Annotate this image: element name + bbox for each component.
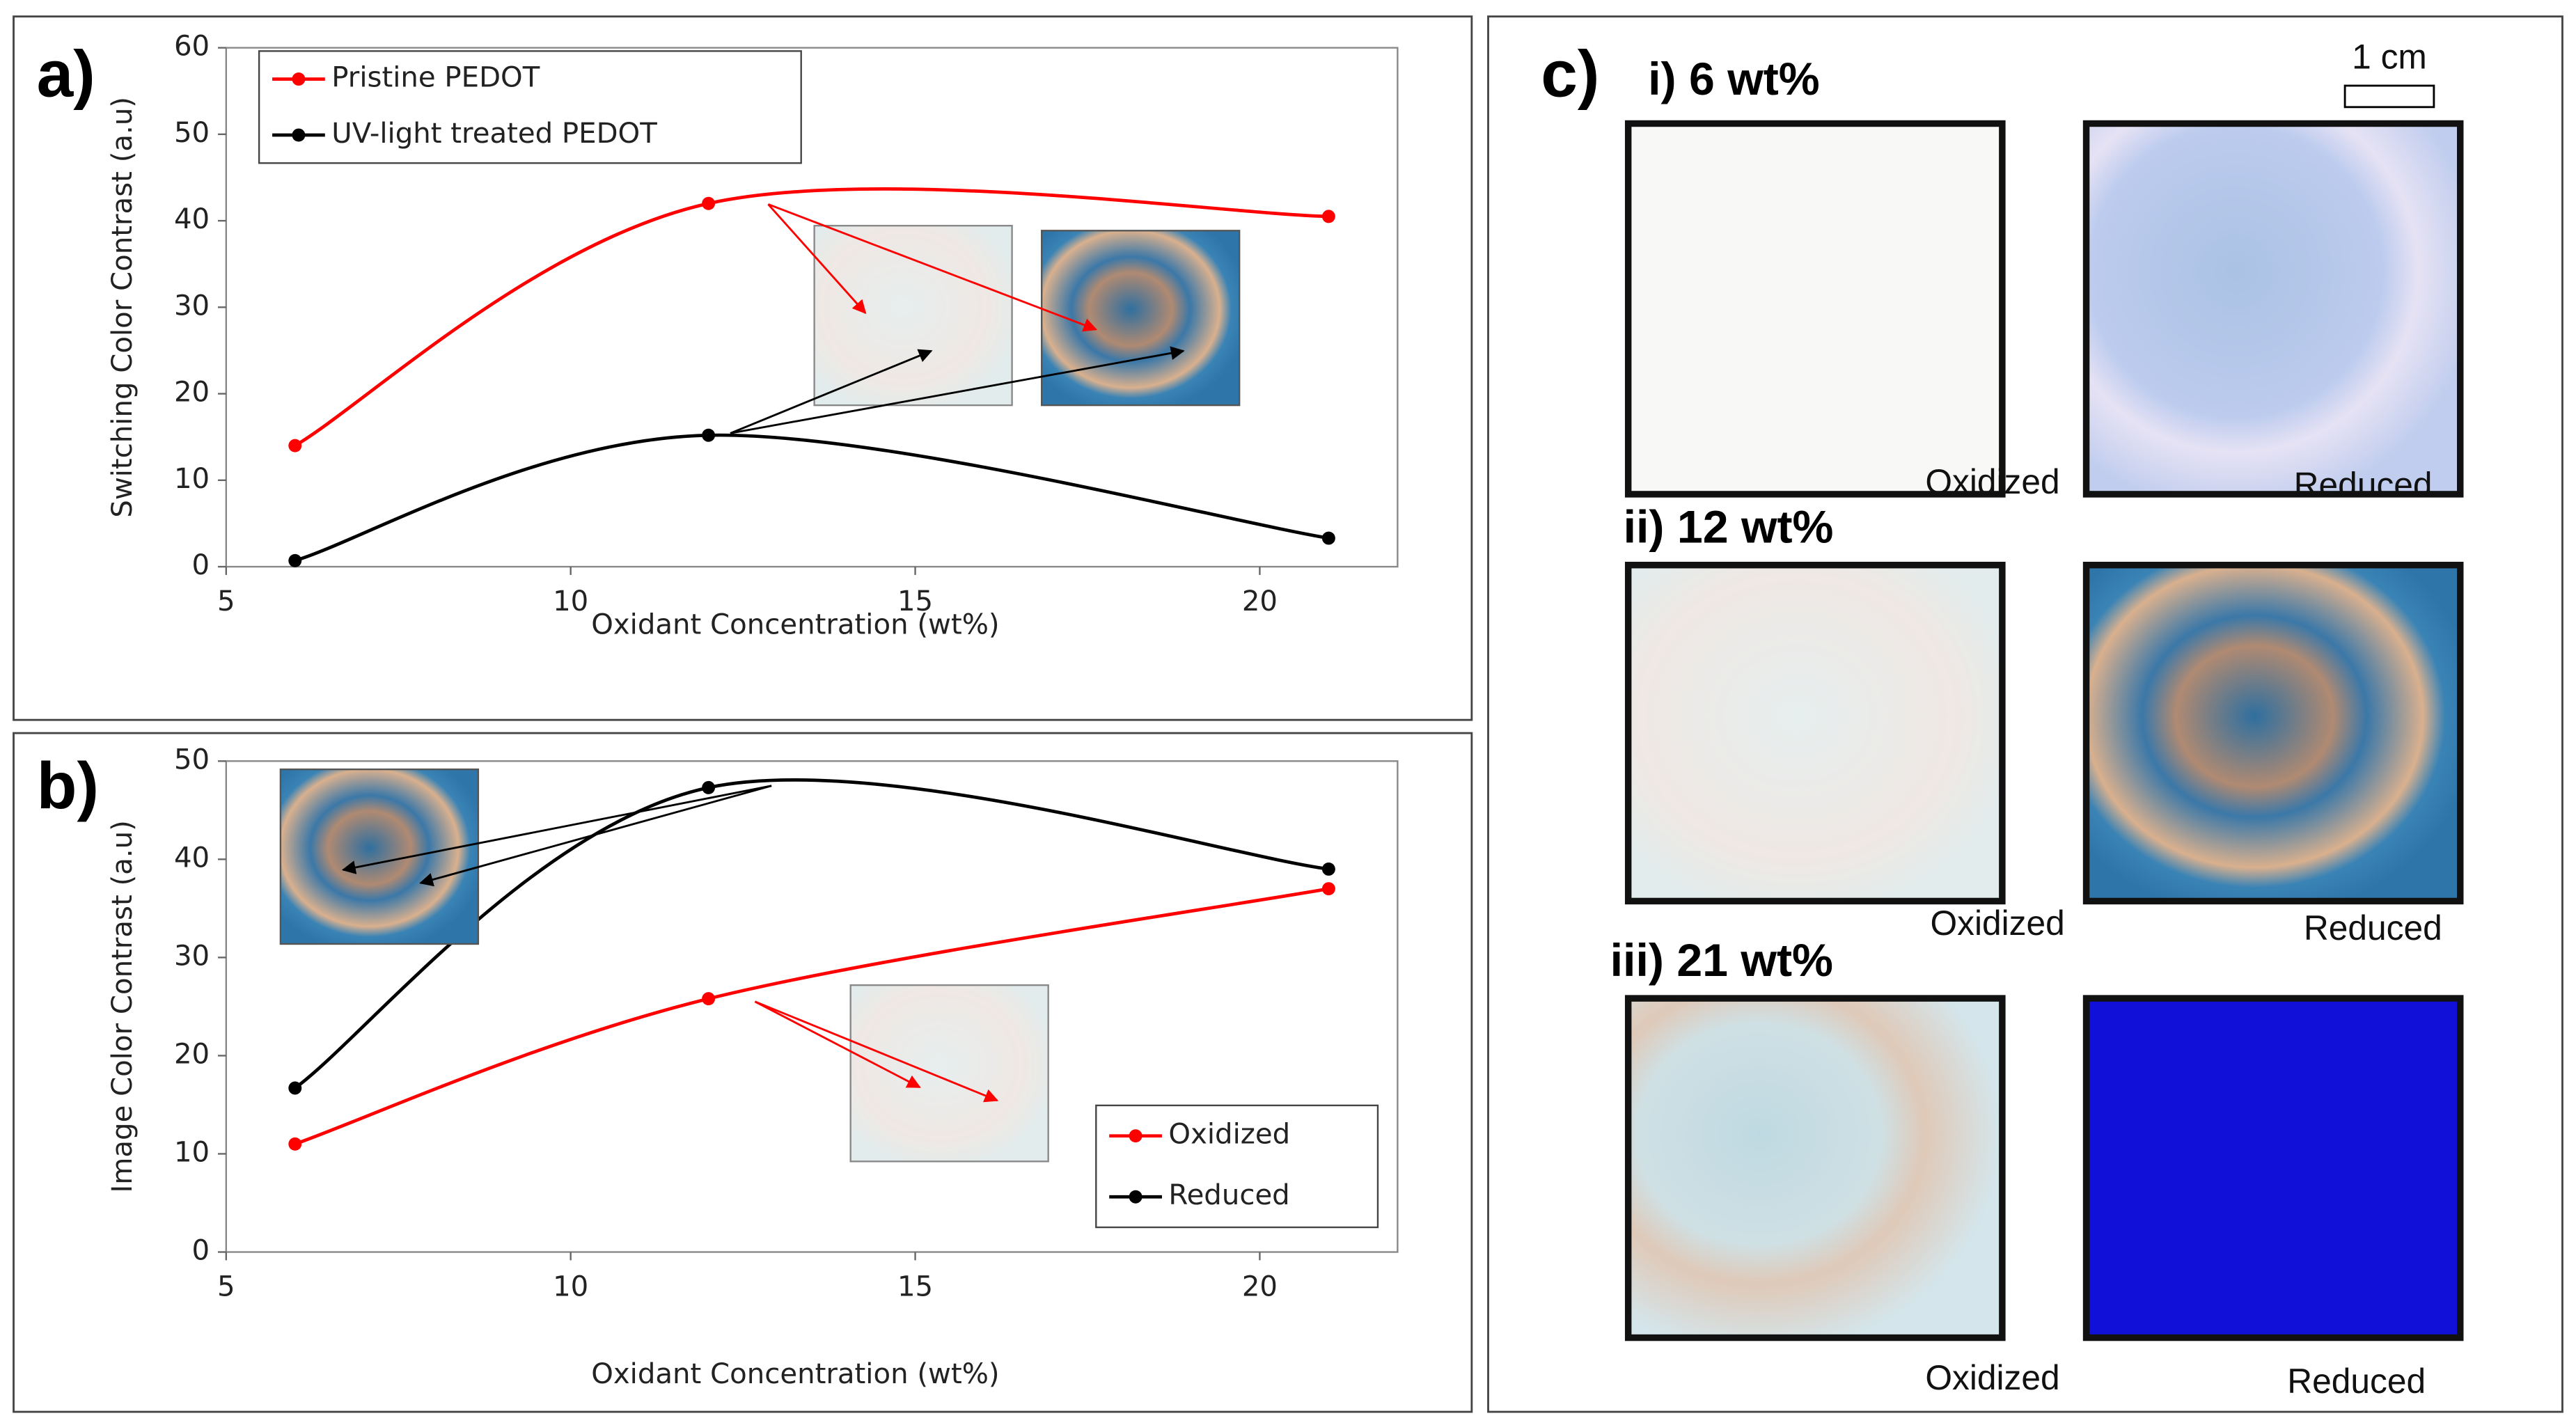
- plot-frame: [225, 760, 1399, 1253]
- series-line: [294, 187, 1329, 448]
- x-axis-title: Oxidant Concentration (wt%): [591, 608, 999, 640]
- arrow: [767, 203, 1098, 332]
- arrow: [730, 346, 1185, 434]
- legend-swatch: [1129, 1129, 1142, 1143]
- y-tick-label: 0: [192, 1235, 210, 1267]
- data-point: [1321, 882, 1335, 896]
- x-axis-title: Oxidant Concentration (wt%): [591, 1358, 999, 1390]
- legend-swatch: [1129, 1190, 1142, 1204]
- series-line: [294, 887, 1329, 1146]
- y-tick-label: 40: [174, 842, 210, 874]
- panel-frame: [13, 15, 1473, 721]
- panel-c: c) 1 cm i) 6 wt% ii) 12 wt% iii) 21 wt% …: [1541, 37, 2464, 1401]
- y-tick-label: 40: [174, 203, 210, 235]
- scale-bar-label: 1 cm: [2352, 37, 2427, 76]
- state-label: Reduced: [2304, 908, 2442, 947]
- state-label: Oxidized: [1925, 462, 2059, 501]
- y-tick-label: 10: [174, 1136, 210, 1168]
- arrow: [754, 1000, 999, 1103]
- panel-frame: [13, 732, 1473, 1413]
- x-tick-label: 5: [217, 585, 235, 617]
- sample-photo: [1624, 995, 2006, 1341]
- legend-box: [258, 50, 802, 164]
- data-point: [1321, 862, 1335, 876]
- arrow: [419, 785, 772, 887]
- data-point: [288, 439, 302, 452]
- panel-label: c): [1541, 38, 1599, 111]
- data-point: [702, 428, 716, 442]
- arrow: [754, 1000, 921, 1089]
- inset-photo: [1041, 230, 1241, 407]
- legend-label: Pristine PEDOT: [331, 62, 540, 94]
- y-tick-label: 60: [174, 31, 210, 63]
- arrow: [730, 349, 933, 434]
- data-point: [288, 1137, 302, 1151]
- y-axis-title: Switching Color Contrast (a.u): [107, 97, 139, 518]
- legend-box: [1095, 1104, 1379, 1229]
- y-tick-label: 10: [174, 463, 210, 495]
- data-point: [702, 780, 716, 794]
- inset-photo: [279, 768, 480, 945]
- row-title: iii) 21 wt%: [1610, 935, 1833, 986]
- data-point: [288, 1081, 302, 1095]
- scale-bar: [2343, 84, 2435, 109]
- sample-photo: [2082, 561, 2464, 905]
- arrow: [341, 785, 772, 874]
- data-point: [1321, 210, 1335, 223]
- x-tick-label: 15: [897, 585, 933, 617]
- y-tick-label: 30: [174, 290, 210, 322]
- arrow: [767, 203, 867, 315]
- sample-photo: [2082, 995, 2464, 1341]
- state-label: Reduced: [2287, 1362, 2426, 1401]
- sample-photo: [1624, 120, 2006, 498]
- row-title: i) 6 wt%: [1648, 54, 1820, 105]
- panel-label: b): [37, 749, 99, 823]
- y-tick-label: 0: [192, 549, 210, 581]
- y-tick-label: 50: [174, 743, 210, 776]
- y-tick-label: 50: [174, 117, 210, 149]
- x-tick-label: 5: [217, 1271, 235, 1303]
- x-tick-label: 20: [1242, 1271, 1278, 1303]
- sample-photo: [2082, 120, 2464, 498]
- data-point: [288, 553, 302, 567]
- x-tick-label: 10: [553, 585, 588, 617]
- x-tick-label: 20: [1242, 585, 1278, 617]
- legend-swatch: [292, 72, 306, 86]
- inset-photo: [849, 984, 1049, 1163]
- legend-label: UV-light treated PEDOT: [331, 118, 657, 150]
- state-label: Oxidized: [1925, 1358, 2059, 1397]
- y-axis-title: Image Color Contrast (a.u): [107, 820, 139, 1192]
- state-label: Oxidized: [1930, 904, 2064, 943]
- legend-label: Oxidized: [1168, 1119, 1290, 1151]
- row-title: ii) 12 wt%: [1624, 502, 1834, 553]
- y-tick-label: 20: [174, 1038, 210, 1070]
- inset-images: [279, 225, 1241, 1163]
- data-point: [702, 196, 716, 210]
- panel-label: a): [37, 38, 95, 111]
- x-tick-label: 15: [897, 1271, 933, 1303]
- state-label: Reduced: [2294, 466, 2433, 505]
- sample-photo: [1624, 561, 2006, 905]
- panel-frame: [1487, 15, 2563, 1413]
- y-tick-label: 30: [174, 940, 210, 972]
- y-tick-label: 20: [174, 377, 210, 409]
- legend-swatch: [292, 128, 306, 142]
- x-tick-label: 10: [553, 1271, 588, 1303]
- inset-photo: [813, 225, 1013, 407]
- series-line: [294, 778, 1329, 1089]
- data-point: [1321, 531, 1335, 545]
- legend-label: Reduced: [1168, 1179, 1289, 1211]
- data-point: [702, 992, 716, 1006]
- series-line: [294, 433, 1329, 562]
- arrows: [341, 203, 1185, 1103]
